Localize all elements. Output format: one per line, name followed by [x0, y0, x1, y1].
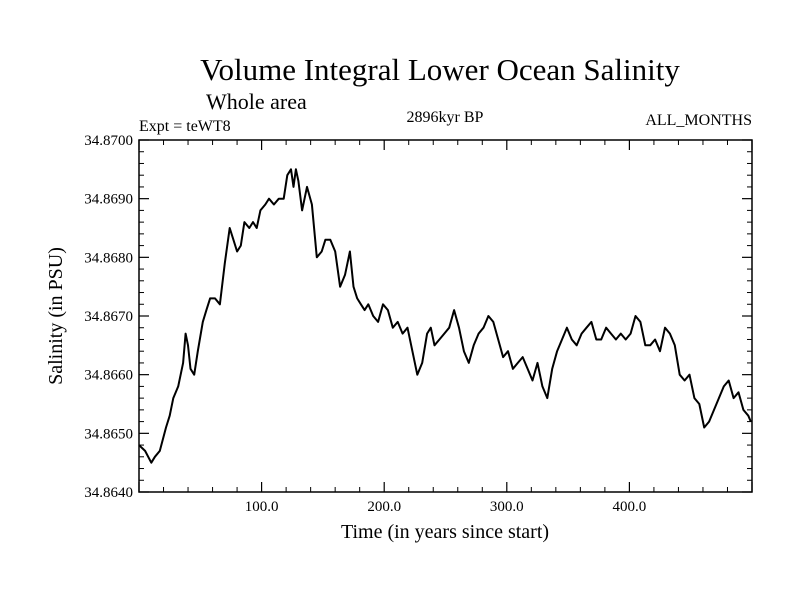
plot-frame	[138, 139, 753, 493]
y-tick-label: 34.8670	[84, 309, 133, 325]
ticks-layer: 34.8640 34.8650 34.8660 34.8670 34.8680 34.86…	[84, 133, 753, 515]
y-tick-label: 34.8640	[84, 485, 133, 501]
y-axis-label: Salinity (in PSU)	[45, 247, 67, 385]
x-tick-label: 400.0	[613, 499, 647, 515]
months-label: ALL_MONTHS	[645, 112, 752, 129]
experiment-label: Expt = teWT8	[139, 118, 231, 135]
x-tick-label: 100.0	[245, 499, 279, 515]
period-label: 2896kyr BP	[407, 109, 484, 126]
chart-title: Volume Integral Lower Ocean Salinity	[200, 52, 680, 87]
x-tick-label: 300.0	[490, 499, 524, 515]
series-layer	[138, 168, 752, 464]
y-tick-label: 34.8660	[84, 368, 133, 384]
y-tick-label: 34.8700	[84, 133, 133, 149]
chart-subtitle: Whole area	[206, 89, 307, 114]
y-tick-label: 34.8650	[84, 426, 133, 442]
series-line	[138, 168, 752, 464]
y-tick-label: 34.8690	[84, 192, 133, 208]
x-axis-label: Time (in years since start)	[341, 521, 549, 543]
x-tick-label: 200.0	[367, 499, 401, 515]
y-tick-label: 34.8680	[84, 250, 133, 266]
